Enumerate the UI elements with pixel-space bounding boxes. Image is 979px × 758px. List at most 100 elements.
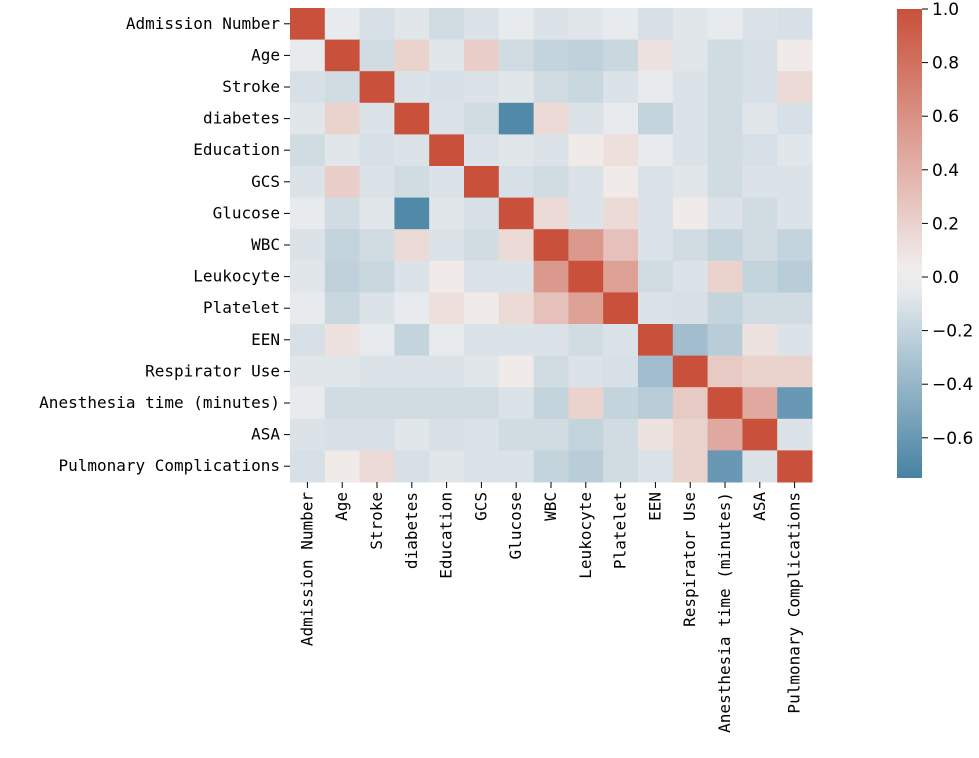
heatmap-cell	[324, 8, 361, 41]
heatmap-cell	[359, 355, 395, 388]
y-tick-label: Education	[193, 140, 280, 159]
heatmap-cell	[742, 292, 778, 325]
colorbar-scale	[897, 9, 922, 478]
heatmap-cell	[742, 355, 778, 388]
heatmap-cell	[498, 355, 535, 388]
heatmap-cell	[394, 355, 430, 388]
heatmap-cell	[742, 450, 778, 483]
heatmap-cell	[672, 71, 709, 104]
heatmap-cell	[324, 292, 361, 325]
heatmap-cell	[464, 324, 500, 357]
y-tick-label: ASA	[251, 425, 280, 444]
heatmap-cell	[707, 418, 743, 451]
heatmap-cell	[498, 134, 535, 167]
heatmap-cell	[672, 39, 709, 72]
heatmap-cell	[672, 8, 709, 41]
heatmap-cell	[777, 418, 813, 451]
heatmap-cell	[324, 260, 361, 293]
heatmap-cell	[777, 197, 813, 230]
heatmap-cell	[324, 71, 361, 104]
heatmap-cell	[498, 387, 535, 420]
heatmap-cell	[464, 450, 500, 483]
heatmap-cell	[533, 8, 569, 41]
heatmap-cell	[568, 134, 604, 167]
heatmap-cell	[394, 324, 430, 357]
colorbar-tick-label: −0.2	[932, 322, 973, 342]
heatmap-cell	[638, 387, 674, 420]
heatmap-cell	[742, 260, 778, 293]
y-tick-label: EEN	[251, 330, 280, 349]
heatmap-cell	[742, 134, 778, 167]
x-tick-label: diabetes	[402, 492, 421, 569]
heatmap-cell	[464, 355, 500, 388]
heatmap-cell	[638, 71, 674, 104]
heatmap-cell	[533, 134, 569, 167]
heatmap-cell	[533, 166, 569, 199]
heatmap-cell	[290, 292, 326, 325]
x-tick-label: Leukocyte	[576, 492, 595, 579]
heatmap-cell	[777, 229, 813, 262]
heatmap-cell	[777, 292, 813, 325]
heatmap-cell	[394, 292, 430, 325]
heatmap-cell	[429, 324, 465, 357]
x-tick-label: EEN	[645, 492, 664, 521]
y-tick-label: Age	[251, 45, 280, 64]
heatmap-cell	[638, 260, 674, 293]
heatmap-cell	[498, 102, 535, 135]
heatmap-cell	[603, 229, 639, 262]
heatmap-cell	[707, 229, 743, 262]
x-tick-label: Anesthesia time (minutes)	[715, 492, 734, 733]
heatmap-cell	[324, 355, 361, 388]
heatmap-cell	[359, 8, 395, 41]
heatmap-cell	[603, 197, 639, 230]
heatmap-cell	[429, 166, 465, 199]
heatmap-cell	[533, 260, 569, 293]
heatmap-cell	[533, 418, 569, 451]
y-tick-label: Leukocyte	[193, 267, 280, 286]
heatmap-cell	[568, 387, 604, 420]
colorbar-tick-label: 0.6	[932, 107, 959, 127]
heatmap-cell	[359, 166, 395, 199]
heatmap-cell	[568, 8, 604, 41]
heatmap-cell	[324, 39, 361, 72]
heatmap-cell	[359, 102, 395, 135]
heatmap-cell	[707, 355, 743, 388]
heatmap-cell	[777, 8, 813, 41]
x-tick-label: Pulmonary Complications	[785, 492, 804, 714]
heatmap-cell	[603, 8, 639, 41]
heatmap-cell	[672, 292, 709, 325]
heatmap-cell	[290, 197, 326, 230]
heatmap-cell	[324, 418, 361, 451]
y-tick-label: Stroke	[222, 77, 280, 96]
heatmap-cell	[603, 134, 639, 167]
heatmap-cell	[464, 292, 500, 325]
heatmap-cell	[777, 260, 813, 293]
heatmap-cell	[359, 71, 395, 104]
heatmap-cell	[533, 292, 569, 325]
heatmap-cell	[290, 134, 326, 167]
heatmap-cell	[359, 229, 395, 262]
heatmap-cell	[533, 355, 569, 388]
heatmap-cell	[290, 102, 326, 135]
colorbar-tick-label: −0.6	[932, 429, 973, 449]
heatmap-cell	[498, 8, 535, 41]
heatmap-cell	[742, 197, 778, 230]
y-tick-label: Anesthesia time (minutes)	[39, 393, 280, 412]
heatmap-cell	[638, 8, 674, 41]
heatmap-cell	[603, 39, 639, 72]
x-tick-label: WBC	[541, 492, 560, 521]
heatmap-cell	[394, 39, 430, 72]
y-axis-labels: Admission Number Age Stroke diabetes Educati…	[39, 14, 290, 475]
heatmap-cell	[707, 71, 743, 104]
heatmap-cell	[777, 39, 813, 72]
heatmap-cell	[290, 229, 326, 262]
y-tick-label: Pulmonary Complications	[58, 456, 280, 475]
heatmap-cell	[394, 387, 430, 420]
heatmap-cell	[603, 102, 639, 135]
heatmap-cell	[707, 166, 743, 199]
y-tick-label: Glucose	[213, 203, 280, 222]
heatmap-cell	[672, 260, 709, 293]
heatmap-cell	[498, 292, 535, 325]
heatmap-cell	[290, 71, 326, 104]
heatmap-cell	[707, 134, 743, 167]
